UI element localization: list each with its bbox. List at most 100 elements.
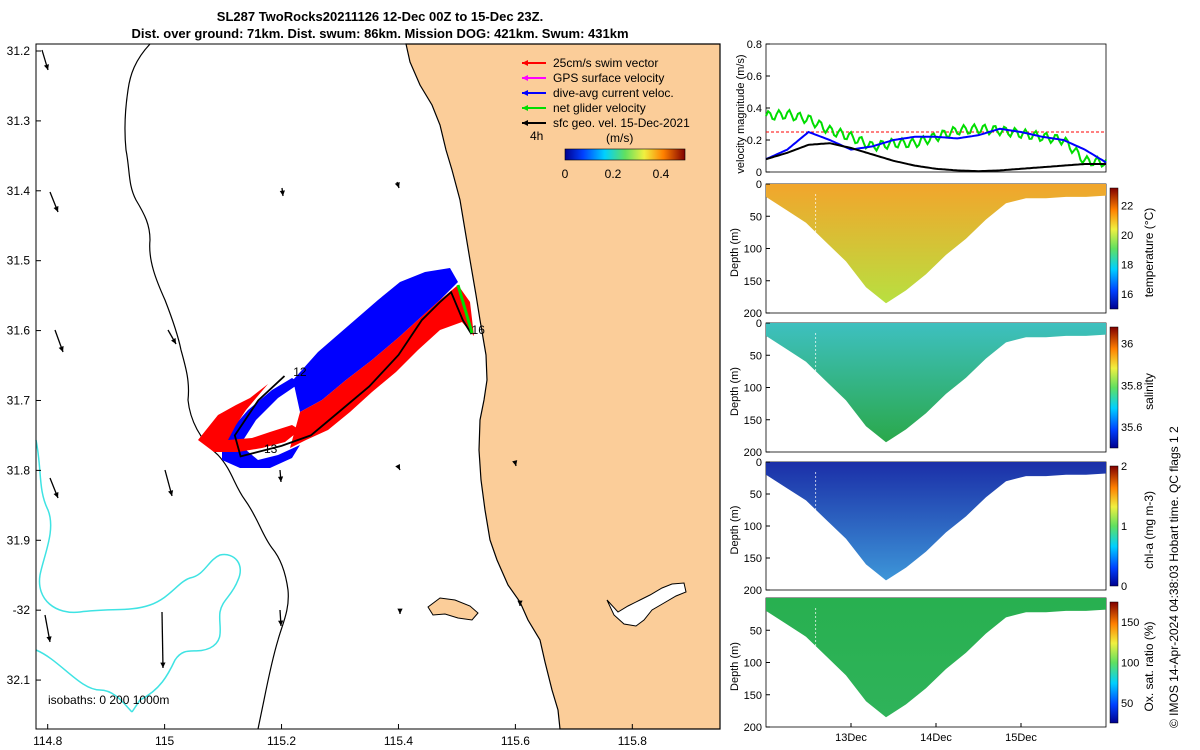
velocity-y-tick-label: 0.6 [747,71,762,83]
velocity-series-line [765,127,1107,164]
depth-tick-label: 200 [744,447,762,459]
sfc-geo-velocity-arrowhead [394,182,400,188]
colorbar-tick-label: 150 [1121,617,1139,629]
sfc-geo-velocity-arrowhead [278,620,284,626]
isobath-200m [35,439,241,713]
depth-tick-label: 200 [744,585,762,597]
colorbar-tick-label: 1 [1121,521,1127,533]
map-x-tick-label: 115.2 [267,734,296,748]
sfc-geo-velocity-arrowhead [43,64,49,70]
velocity-y-tick-label: 0.4 [747,103,762,115]
current-vector-band-loop [222,378,300,468]
sfc-geo-velocity-arrowhead [277,476,284,482]
velocity-panel-frame [765,43,1107,173]
sfc-geo-velocity-arrowhead [168,490,174,496]
map-y-tick-label: -32 [13,603,31,617]
map-colorbar [564,148,686,161]
depth-tick-label: 0 [756,318,762,330]
map-y-tick-label: 31.8 [7,463,31,477]
glider-track [233,290,473,458]
sfc-geo-velocity-arrow [161,611,164,669]
legend-label: dive-avg current veloc. [553,86,674,100]
map-y-tick-label: 31.4 [7,184,31,198]
net-glider-velocity-arrow [456,284,474,334]
profile-data-fill [766,184,1106,304]
depth-tick-label: 50 [750,211,762,223]
day-label-16: 16 [472,323,486,337]
profile-data-fill [766,323,1106,443]
depth-tick-label: 50 [750,489,762,501]
depth-axis-label: Depth (m) [729,228,741,277]
legend-label: GPS surface velocity [553,71,664,85]
legend-arrowhead [522,75,528,81]
map-y-tick-label: 31.6 [7,324,31,338]
colorbar-label: Ox. sat. ratio (%) [1142,621,1156,711]
chart-title: SL287 TwoRocks20211126 12-Dec 00Z to 15-… [216,9,544,24]
profile-colorbar [1109,187,1119,310]
profile-data-fill [766,462,1106,581]
colorbar-label: temperature (°C) [1142,208,1156,298]
estuary [606,582,687,627]
legend-label: sfc geo. vel. 15-Dec-2021 [553,116,690,130]
sfc-geo-velocity-arrowhead [53,492,59,498]
velocity-series-line [765,142,1106,173]
map-colorbar-tick: 0.2 [605,167,622,181]
sfc-geo-velocity-arrowhead [397,608,403,614]
colorbar-tick-label: 16 [1121,289,1133,301]
depth-tick-label: 50 [750,625,762,637]
glider-map: 12 13 16 114.8 115 115.2 115.4 115.6 115.8 31.2 31… [7,43,721,748]
time-tick-label: 13Dec [835,732,867,744]
depth-tick-label: 150 [744,690,762,702]
sfc-geo-velocity-arrowhead [395,464,400,470]
velocity-y-axis-label: velocity magnitude (m/s) [735,54,747,173]
sfc-geo-velocity-arrowhead [279,190,285,196]
map-x-tick-label: 115.6 [501,734,530,748]
map-colorbar-title: (m/s) [606,131,633,145]
velocity-series-line [765,108,1107,168]
depth-tick-label: 0 [756,179,762,191]
map-y-tick-label: 31.7 [7,393,31,407]
map-colorbar-tick: 0.4 [653,167,670,181]
interval-label: 4h [530,129,543,143]
sfc-geo-velocity-arrowhead [517,600,523,606]
time-tick-label: 14Dec [920,732,952,744]
map-y-tick-label: 32.1 [7,673,31,687]
colorbar-label: chl-a (mg m-3) [1142,491,1156,569]
depth-tick-label: 150 [744,553,762,565]
colorbar-tick-label: 50 [1121,698,1133,710]
velocity-y-tick-label: 0 [756,167,762,179]
profile-colorbar [1109,601,1119,724]
sfc-geo-velocity-arrowhead [58,346,64,352]
map-y-tick-label: 31.3 [7,114,31,128]
map-x-tick-label: 115.8 [618,734,647,748]
depth-tick-label: 150 [744,415,762,427]
colorbar-tick-label: 22 [1121,201,1133,213]
depth-tick-label: 100 [744,244,762,256]
legend-label: 25cm/s swim vector [553,56,658,70]
legend-arrowhead [522,90,528,96]
map-frame [35,43,721,730]
isobath-1000m [124,43,289,730]
swim-vector-band-main [290,285,474,448]
depth-tick-label: 200 [744,722,762,734]
day-label-13: 13 [264,442,278,456]
colorbar-tick-label: 2 [1121,461,1127,473]
profile-colorbar [1109,326,1119,449]
colorbar-label: salinity [1142,373,1156,410]
credit-text: © IMOS 14-Apr-2024 04:38:03 Hobart time.… [1167,426,1181,728]
map-x-tick-label: 115 [155,734,174,748]
colorbar-tick-label: 18 [1121,260,1133,272]
legend-arrowhead [522,105,528,111]
mainland-land [405,43,721,730]
current-vector-band-main [293,268,458,412]
legend-arrowhead [522,60,528,66]
sfc-geo-velocity-arrowhead [171,338,176,344]
sfc-geo-velocity-arrowhead [512,460,518,466]
chart-subtitle: Dist. over ground: 71km. Dist. swum: 86k… [131,26,629,41]
depth-tick-label: 150 [744,276,762,288]
map-x-tick-label: 115.4 [384,734,413,748]
sfc-geo-velocity-arrowhead [160,662,166,668]
depth-tick-label: 50 [750,350,762,362]
map-y-tick-label: 31.2 [7,44,31,58]
